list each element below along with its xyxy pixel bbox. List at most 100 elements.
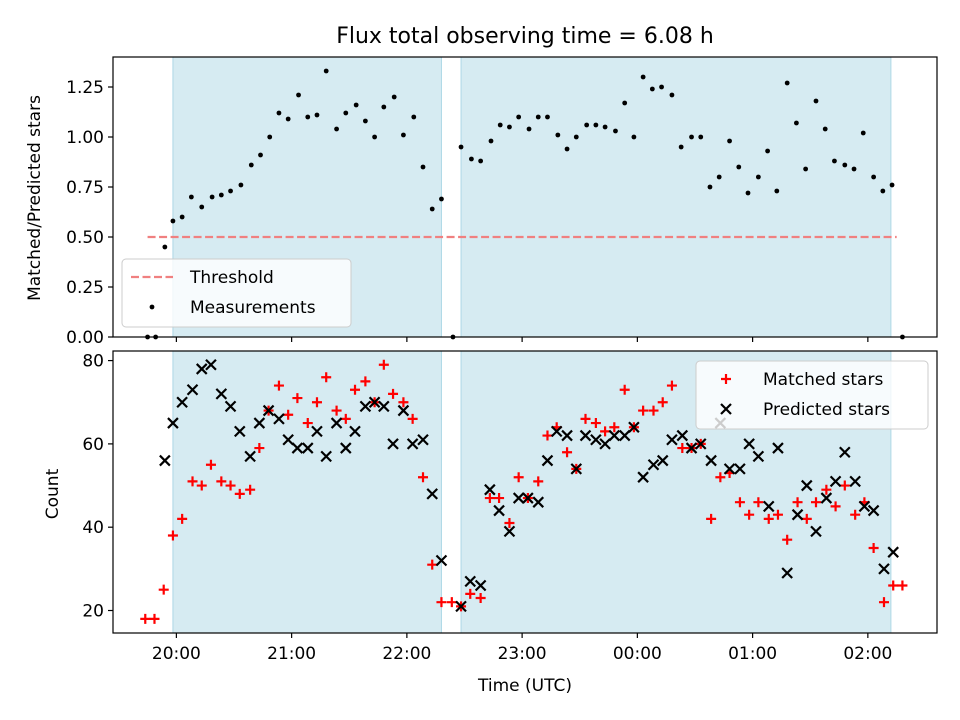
matched-star-point xyxy=(504,518,515,529)
measurement-point xyxy=(353,102,359,108)
measurement-point xyxy=(649,86,655,92)
predicted-star-point xyxy=(301,442,314,454)
measurement-point xyxy=(314,112,320,118)
predicted-star-point xyxy=(273,413,285,425)
top-y-axis-label: Matched/Predicted stars xyxy=(25,95,45,301)
matched-star-point xyxy=(205,459,216,470)
measurement-point xyxy=(162,244,168,250)
y-tick-label: 0.75 xyxy=(66,178,104,198)
measurement-point xyxy=(813,98,819,104)
predicted-star-point xyxy=(224,400,237,413)
measurement-point xyxy=(555,132,561,138)
predicted-star-point xyxy=(435,554,448,567)
measurement-point xyxy=(698,134,704,140)
y-tick-label: 1.25 xyxy=(66,78,104,98)
measurement-point xyxy=(716,174,722,180)
bottom-y-axis-label: Count xyxy=(43,468,63,519)
predicted-star-point xyxy=(340,442,352,454)
measurement-point xyxy=(822,126,828,132)
predicted-star-point xyxy=(176,396,188,409)
predicted-star-point xyxy=(628,421,640,434)
matched-star-point xyxy=(801,513,812,524)
matched-star-point xyxy=(167,530,178,541)
predicted-star-point xyxy=(349,425,361,438)
matched-star-point xyxy=(782,534,793,545)
predicted-star-point xyxy=(397,404,410,417)
x-tick-label: 20:00 xyxy=(152,644,201,664)
matched-star-point xyxy=(715,472,726,483)
measurement-point xyxy=(573,134,579,140)
matched-star-point xyxy=(225,480,236,491)
predicted-star-point xyxy=(167,417,179,429)
matched-star-point xyxy=(149,613,160,624)
predicted-star-point xyxy=(205,358,217,371)
predicted-star-point xyxy=(867,504,880,517)
measurement-point xyxy=(526,126,532,132)
matched-star-point xyxy=(484,493,495,504)
matched-star-point xyxy=(772,509,783,520)
measurement-point xyxy=(401,132,406,138)
measurement-point xyxy=(248,162,254,168)
count-panel: 20 40 60 80 20:00 21:00 22:00 23:00 00:00 01:00 02… xyxy=(82,350,938,664)
axes-frame xyxy=(112,350,938,634)
matched-star-point xyxy=(283,409,294,420)
predicted-star-point xyxy=(532,496,545,508)
matched-star-point xyxy=(839,480,850,491)
measurement-point xyxy=(199,204,205,210)
measurement-point xyxy=(871,174,877,180)
predicted-star-point xyxy=(849,475,861,488)
matched-star-point xyxy=(436,597,447,608)
matched-star-point xyxy=(292,393,303,404)
measurement-point xyxy=(343,110,349,116)
matched-star-point xyxy=(321,372,332,383)
matched-star-point xyxy=(657,397,668,408)
predicted-star-point xyxy=(159,454,171,467)
observing-span xyxy=(461,57,891,337)
predicted-star-point xyxy=(493,504,505,517)
predicted-star-point xyxy=(474,579,487,592)
matched-star-point xyxy=(398,397,409,408)
measurement-point xyxy=(640,74,646,80)
matched-star-point xyxy=(609,422,620,433)
axes-frame xyxy=(112,56,938,338)
ratio-panel: 0.00 0.25 0.50 0.75 1.00 1.25 Threshold Measure… xyxy=(66,56,938,348)
matched-star-point xyxy=(254,443,265,454)
measurement-point xyxy=(296,92,301,98)
measurement-point xyxy=(765,148,770,154)
predicted-star-point xyxy=(829,475,842,488)
measurement-point xyxy=(429,206,435,212)
matched-star-point xyxy=(245,484,256,495)
predicted-star-point xyxy=(570,463,583,475)
predicted-star-point xyxy=(503,525,516,538)
legend-measurement-label: Measurements xyxy=(190,298,316,318)
predicted-star-point xyxy=(820,492,833,504)
predicted-star-point xyxy=(426,488,439,500)
measurement-point xyxy=(602,124,608,130)
predicted-star-point xyxy=(262,404,275,417)
predicted-star-point xyxy=(705,454,717,467)
predicted-star-point xyxy=(694,438,707,450)
matched-star-point xyxy=(158,584,169,595)
predicted-star-point xyxy=(734,463,746,475)
predicted-star-point xyxy=(810,525,822,538)
measurement-point xyxy=(507,124,512,130)
y-tick-label: 0.00 xyxy=(66,328,104,348)
predicted-star-point xyxy=(676,429,689,442)
matched-star-point xyxy=(638,405,649,416)
measurement-point xyxy=(803,166,809,172)
legend: Threshold Measurements xyxy=(121,258,352,328)
measurement-point xyxy=(794,120,799,126)
chart-title: Flux total observing time = 6.08 h xyxy=(336,24,714,49)
matched-star-point xyxy=(744,509,755,520)
predicted-star-point xyxy=(378,400,390,413)
matched-star-point xyxy=(311,397,322,408)
matched-star-point xyxy=(580,413,591,424)
predicted-star-point xyxy=(590,433,602,446)
legend-matched-label: Matched stars xyxy=(763,370,883,390)
matched-star-point xyxy=(177,513,188,524)
matched-star-point xyxy=(388,388,399,399)
measurement-point xyxy=(755,174,761,180)
predicted-star-point xyxy=(282,433,294,446)
predicted-star-point xyxy=(311,425,323,438)
matched-star-point xyxy=(810,497,821,508)
